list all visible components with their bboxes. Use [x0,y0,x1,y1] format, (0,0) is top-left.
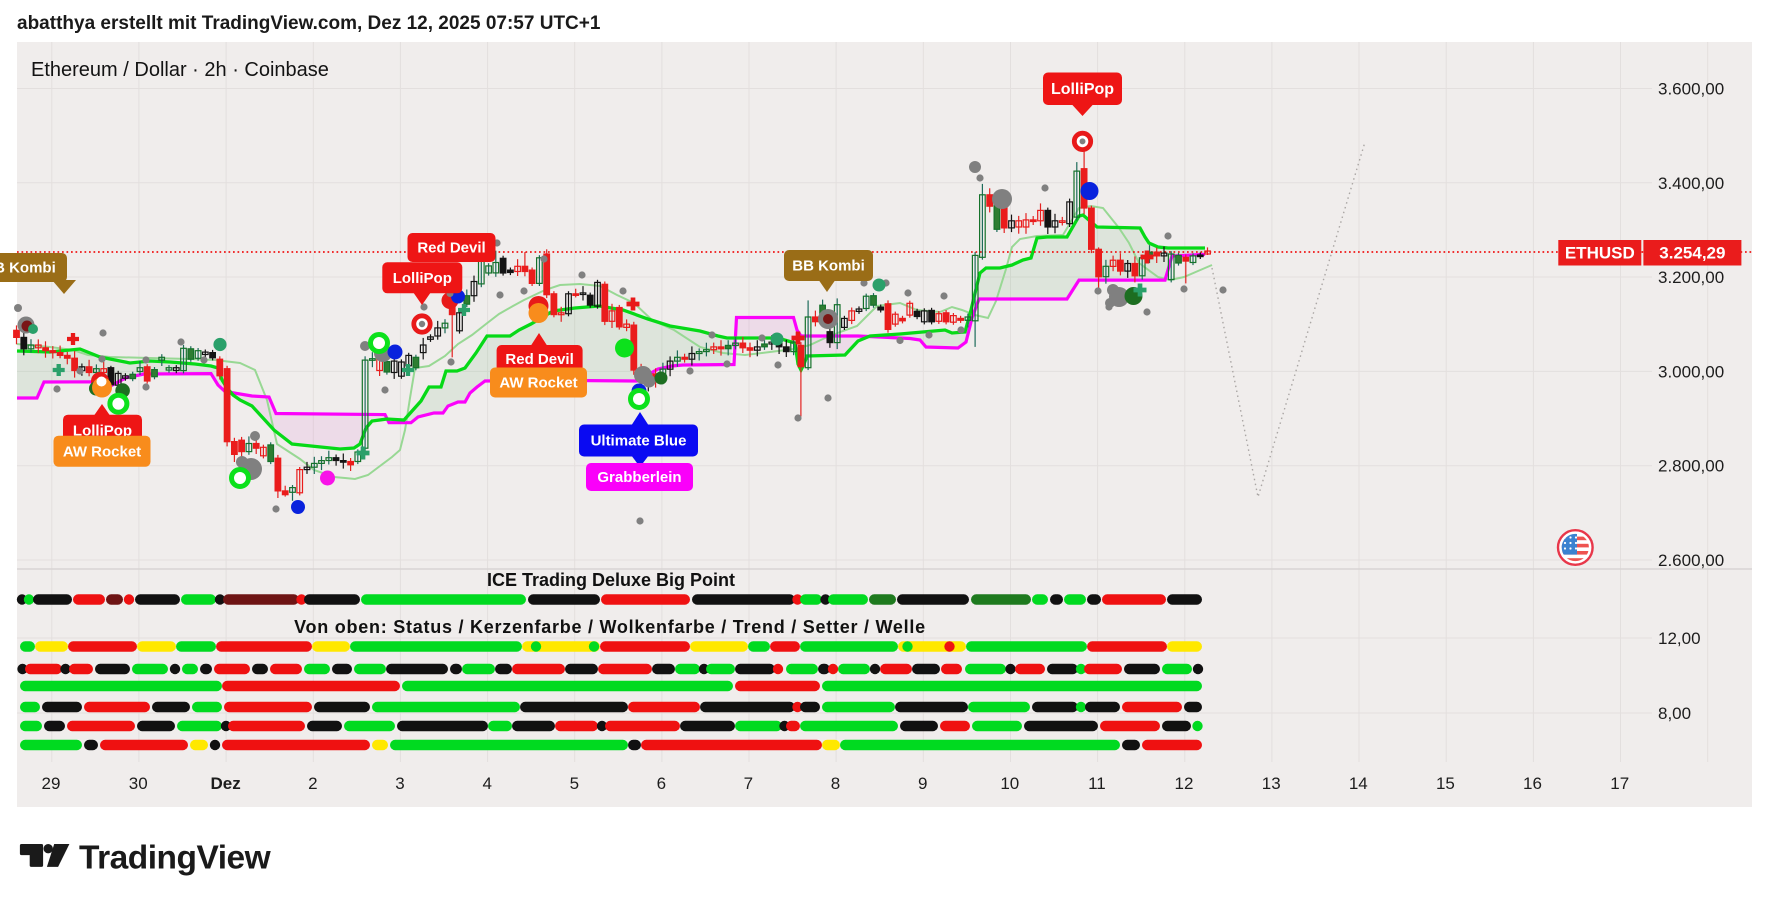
svg-text:Ultimate Blue: Ultimate Blue [591,433,687,450]
svg-text:16: 16 [1523,774,1542,793]
svg-text:2.800,00: 2.800,00 [1658,457,1724,476]
svg-text:3.200,00: 3.200,00 [1658,268,1724,287]
svg-text:17: 17 [1610,774,1629,793]
svg-text:14: 14 [1349,774,1368,793]
svg-text:Red Devil: Red Devil [505,351,573,368]
svg-text:LolliPop: LolliPop [1051,81,1114,98]
svg-text:BB Kombi: BB Kombi [0,260,56,277]
svg-text:8,00: 8,00 [1658,704,1691,723]
svg-text:LolliPop: LolliPop [73,422,132,439]
svg-text:4: 4 [482,774,491,793]
svg-text:7: 7 [744,774,753,793]
svg-text:8: 8 [831,774,840,793]
svg-text:29: 29 [42,774,61,793]
svg-text:AW Rocket: AW Rocket [499,375,577,392]
svg-text:10: 10 [1000,774,1019,793]
svg-text:ETHUSD: ETHUSD [1565,244,1635,263]
svg-text:13: 13 [1262,774,1281,793]
svg-text:6: 6 [657,774,666,793]
svg-text:TradingView: TradingView [79,840,272,877]
svg-text:AW Rocket: AW Rocket [63,443,141,460]
svg-text:Dez: Dez [210,774,240,793]
svg-text:LolliPop: LolliPop [393,270,452,287]
svg-text:Grabberlein: Grabberlein [597,469,681,486]
svg-text:12,00: 12,00 [1658,629,1701,648]
svg-text:Ethereum / Dollar · 2h · Coinb: Ethereum / Dollar · 2h · Coinbase [31,59,329,81]
svg-text:5: 5 [570,774,579,793]
svg-text:3.600,00: 3.600,00 [1658,80,1724,99]
svg-text:Red Devil: Red Devil [417,240,485,257]
svg-text:3: 3 [395,774,404,793]
svg-text:Von oben: Status / Kerzenfarbe: Von oben: Status / Kerzenfarbe / Wolkenf… [294,617,926,637]
svg-text:3.400,00: 3.400,00 [1658,174,1724,193]
svg-text:12: 12 [1175,774,1194,793]
svg-text:3.000,00: 3.000,00 [1658,362,1724,381]
svg-text:abatthya erstellt mit TradingV: abatthya erstellt mit TradingView.com, D… [17,13,601,34]
svg-text:15: 15 [1436,774,1455,793]
svg-text:BB Kombi: BB Kombi [792,258,865,275]
svg-text:ICE Trading Deluxe Big Point: ICE Trading Deluxe Big Point [487,570,735,590]
svg-text:9: 9 [918,774,927,793]
svg-text:2: 2 [308,774,317,793]
svg-text:3.254,29: 3.254,29 [1659,244,1725,263]
svg-text:11: 11 [1088,774,1106,793]
svg-text:30: 30 [129,774,148,793]
svg-text:2.600,00: 2.600,00 [1658,551,1724,570]
